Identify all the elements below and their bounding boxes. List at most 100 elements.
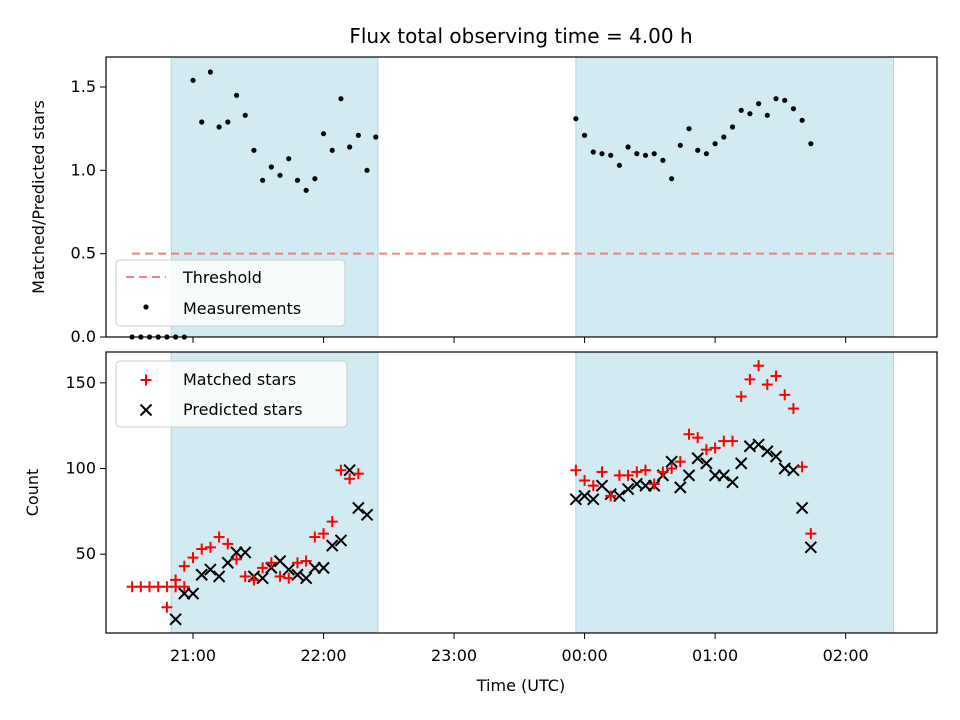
matched-stars-point: [631, 466, 643, 478]
x-marker-stroke: [578, 489, 591, 503]
x-marker-stroke: [360, 508, 374, 521]
measurement-point: [721, 134, 727, 140]
y-tick-label: 100: [65, 459, 96, 478]
predicted-stars-point: [621, 482, 635, 496]
predicted-stars-point: [299, 571, 313, 585]
matched-stars-point: [692, 432, 704, 444]
matched-stars-point: [666, 463, 678, 475]
x-marker-stroke: [273, 554, 287, 568]
ratio-y-ticks: 0.0 0.5 1.0 1.5: [71, 77, 106, 346]
measurement-point: [642, 152, 649, 158]
x-marker-stroke: [804, 541, 818, 554]
measurement-point: [590, 149, 596, 155]
measurement-point: [756, 101, 762, 107]
predicted-stars-point: [578, 489, 591, 503]
x-marker-stroke: [726, 476, 739, 489]
predicted-stars-point: [169, 613, 182, 626]
predicted-stars-point: [700, 457, 713, 470]
measurement-point: [808, 141, 814, 147]
matched-stars-point: [309, 531, 321, 543]
x-marker-stroke: [299, 571, 313, 585]
matched-stars-point: [605, 490, 617, 502]
matched-stars-point: [787, 403, 799, 415]
count-legend-box: [115, 360, 348, 428]
matched-stars-point: [178, 560, 190, 572]
matched-stars-point: [596, 466, 608, 478]
matched-stars-point: [274, 570, 286, 582]
measurement-point: [625, 144, 631, 150]
measurement-point: [729, 124, 736, 130]
measurement-point: [199, 119, 205, 125]
matched-stars-point: [639, 464, 651, 476]
matched-stars-point: [187, 552, 199, 564]
x-tick-label: 02:00: [823, 646, 869, 665]
predicted-stars-point: [352, 501, 365, 515]
shaded-interval: [575, 56, 894, 338]
matched-stars-point: [770, 370, 782, 382]
predicted-stars-point: [239, 546, 252, 559]
predicted-stars-point: [360, 508, 374, 521]
matched-stars-point: [570, 464, 582, 476]
measurement-point: [747, 111, 753, 117]
y-tick-label: 1.0: [71, 160, 96, 179]
predicted-stars-point: [804, 541, 818, 554]
count-legend: Matched stars Predicted stars: [115, 360, 348, 428]
x-marker-stroke: [352, 501, 365, 515]
predicted-stars-points: [169, 438, 818, 626]
y-tick-label: 50: [76, 544, 96, 563]
x-marker-stroke: [743, 440, 757, 453]
matched-stars-point: [326, 516, 338, 528]
predicted-stars-point: [795, 501, 809, 515]
matched-stars-point: [727, 435, 739, 447]
matched-stars-point: [674, 456, 686, 468]
x-marker-stroke: [674, 481, 687, 494]
count-panel-frame: [105, 351, 938, 634]
x-marker-stroke: [569, 493, 583, 506]
measurement-point: [207, 69, 214, 75]
legend-predicted-swatch: [139, 403, 153, 417]
measurement-point: [686, 126, 692, 132]
measurement-point: [329, 147, 335, 153]
predicted-stars-point: [317, 561, 330, 575]
predicted-stars-point: [752, 438, 765, 451]
x-marker-stroke: [595, 479, 609, 492]
predicted-stars-point: [212, 570, 226, 583]
matched-stars-point: [657, 466, 669, 478]
matched-stars-point: [291, 557, 303, 569]
measurement-point: [695, 147, 701, 153]
ratio-panel-frame: [105, 56, 938, 338]
measurement-point: [286, 156, 292, 162]
predicted-stars-point: [735, 457, 748, 470]
x-marker-stroke: [256, 571, 269, 585]
x-marker-stroke: [317, 561, 330, 575]
measurement-point: [738, 107, 744, 113]
measurement-point: [599, 151, 605, 157]
measurement-point: [616, 162, 622, 168]
x-marker-stroke: [186, 587, 200, 600]
measurement-point: [703, 151, 710, 157]
count-y-ticks: 50 100 150: [65, 373, 106, 563]
x-marker-stroke: [139, 403, 153, 417]
legend-x-marker: [139, 403, 153, 417]
matched-stars-point: [700, 444, 712, 456]
matched-stars-point: [587, 480, 599, 492]
measurement-point: [225, 119, 231, 125]
predicted-stars-point: [761, 445, 774, 458]
matched-stars-point: [239, 570, 251, 582]
matched-stars-point: [204, 541, 216, 553]
time-x-ticks: 21:00 22:00 23:00 00:00 01:00 02:00: [170, 633, 869, 665]
x-marker-stroke: [769, 450, 783, 463]
x-marker-stroke: [717, 469, 731, 482]
x-axis-label: Time (UTC): [476, 676, 565, 695]
ratio-legend-box: [115, 259, 346, 327]
measurement-point: [799, 117, 805, 123]
predicted-stars-point: [674, 481, 687, 494]
matched-stars-point: [300, 555, 312, 567]
count-y-axis-label: Count: [23, 469, 42, 517]
x-marker-stroke: [343, 464, 356, 477]
predicted-stars-point: [334, 534, 348, 547]
x-tick-label: 21:00: [170, 646, 216, 665]
predicted-stars-point: [682, 469, 696, 482]
